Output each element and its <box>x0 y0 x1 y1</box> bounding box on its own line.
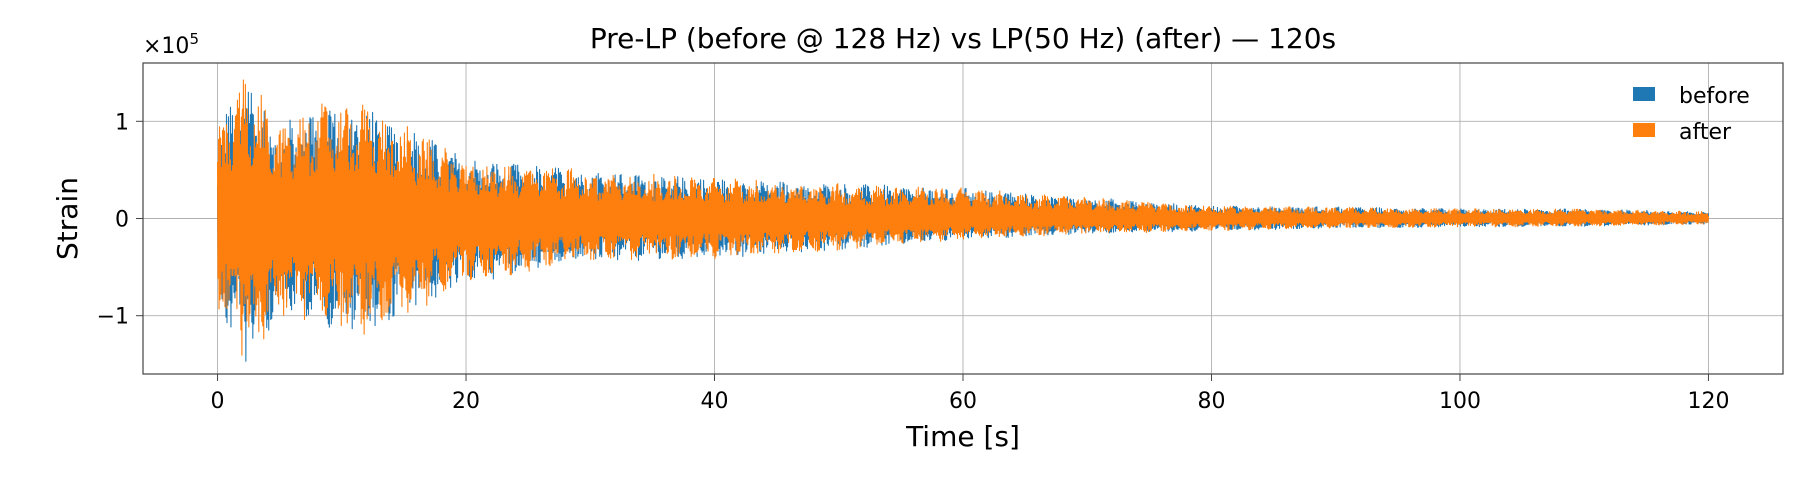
x-tick-label: 120 <box>1687 389 1729 414</box>
ticks: 0 20 40 60 80 100 120 −1 0 1 <box>97 110 1730 414</box>
x-tick-label: 60 <box>949 389 977 414</box>
legend-swatch-after <box>1633 123 1655 137</box>
x-tick-label: 20 <box>452 389 480 414</box>
x-tick-label: 100 <box>1439 389 1481 414</box>
legend-label-after: after <box>1679 120 1732 145</box>
series-after <box>217 79 1709 356</box>
y-tick-label: 1 <box>115 110 129 135</box>
y-axis-label: Strain <box>51 177 84 260</box>
y-axis-scale-base: ×10 <box>143 34 189 59</box>
chart-title: Pre-LP (before @ 128 Hz) vs LP(50 Hz) (a… <box>590 22 1336 55</box>
legend: before after <box>1633 84 1750 145</box>
y-axis-scale-exponent: 5 <box>189 30 199 48</box>
x-tick-label: 40 <box>701 389 729 414</box>
x-tick-label: 0 <box>211 389 225 414</box>
legend-swatch-before <box>1633 87 1655 101</box>
y-tick-label: 0 <box>115 208 129 233</box>
x-axis-label: Time [s] <box>905 420 1020 453</box>
x-tick-label: 80 <box>1197 389 1225 414</box>
y-tick-label: −1 <box>97 305 129 330</box>
y-axis-scale-factor: ×105 <box>143 30 199 59</box>
series-layer <box>217 79 1709 362</box>
legend-label-before: before <box>1679 84 1750 109</box>
